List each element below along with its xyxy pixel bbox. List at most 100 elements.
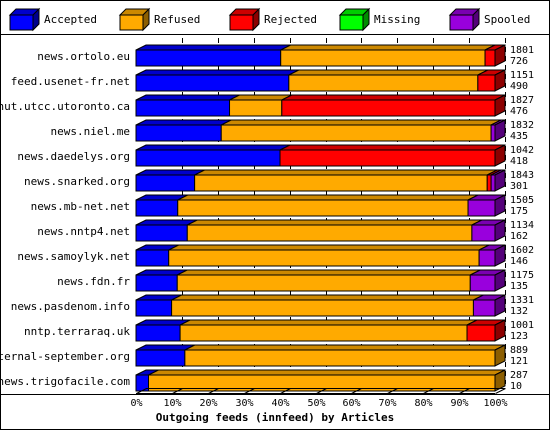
category-label: nut.utcc.utoronto.ca <box>0 100 130 113</box>
category-label: feed.usenet-fr.net <box>11 75 130 88</box>
x-tick-label: 60% <box>342 398 360 409</box>
bar-segment <box>288 74 479 92</box>
legend-label: Missing <box>374 13 420 26</box>
x-tick <box>316 388 327 394</box>
bar-accepted-label: 146 <box>510 256 528 267</box>
bar-segment <box>194 174 488 192</box>
x-tick <box>280 388 291 394</box>
bar-accepted-label: 10 <box>510 381 522 392</box>
bar-segment <box>177 269 481 276</box>
bar-total-label: 1801 <box>510 45 534 56</box>
bar-accepted-label: 476 <box>510 106 528 117</box>
bar-segment <box>494 169 506 192</box>
bar-segment <box>135 149 281 167</box>
bar-segment <box>135 274 178 292</box>
x-tick <box>208 388 219 394</box>
category-label: news.snarked.org <box>24 175 130 188</box>
bar-segment <box>494 94 506 117</box>
x-tick-label: 100% <box>483 398 507 409</box>
bar-segment <box>280 49 486 67</box>
bar-segment <box>484 49 496 67</box>
category-label: nntp.terraraq.uk <box>24 325 130 338</box>
bar-segment <box>472 299 496 317</box>
bar-segment <box>494 44 506 67</box>
bar-segment <box>466 324 496 342</box>
bar-segment <box>229 99 283 117</box>
x-tick-label: 20% <box>199 398 217 409</box>
x-tick <box>459 388 470 394</box>
bar-segment <box>469 274 496 292</box>
bar-segment <box>280 44 496 51</box>
bar-segment <box>494 69 506 92</box>
bar-segment <box>281 99 496 117</box>
bar-segment <box>177 199 469 217</box>
bar-total-label: 1042 <box>510 145 534 156</box>
bar-segment <box>471 224 496 242</box>
bar-total-label: 1134 <box>510 220 534 231</box>
legend-swatch <box>229 14 254 31</box>
category-label: news.trigofacile.com <box>0 375 130 388</box>
bar-segment <box>135 349 186 367</box>
bar-segment <box>220 124 492 142</box>
bar-segment <box>494 294 506 317</box>
category-label: news.mb-net.net <box>31 200 130 213</box>
bar-segment <box>135 144 291 151</box>
bar-total-label: 1001 <box>510 320 534 331</box>
bar-accepted-label: 121 <box>510 356 528 367</box>
bar-segment <box>135 49 282 67</box>
legend-label: Spooled <box>484 13 530 26</box>
bar-accepted-label: 175 <box>510 206 528 217</box>
x-axis-title: Outgoing feeds (innfeed) by Articles <box>156 411 394 424</box>
bar-segment <box>135 199 179 217</box>
bar-total-label: 1832 <box>510 120 534 131</box>
bar-segment <box>135 94 240 101</box>
x-axis: 0% 10% 20% 30% 40% 50% 60% 70% 80% 90% 100% <box>130 388 508 409</box>
bar-segment <box>194 169 498 176</box>
bar-segment <box>135 324 181 342</box>
legend: Accepted Refused Rejected Missing Spooled <box>8 7 530 32</box>
bar-segment <box>176 274 471 292</box>
legend-swatch <box>339 14 364 31</box>
bar-accepted-label: 135 <box>510 281 528 292</box>
bar-segment <box>478 249 496 267</box>
x-tick-label: 30% <box>235 398 253 409</box>
category-label: eternal-september.org <box>0 350 130 363</box>
category-labels: news.ortolo.eu feed.usenet-fr.net nut.utcc… <box>0 50 130 388</box>
x-tick-label: 80% <box>414 398 432 409</box>
legend-label: Refused <box>154 13 200 26</box>
category-label: news.fdn.fr <box>57 275 130 288</box>
bar-segment <box>494 119 506 142</box>
bar-total-label: 287 <box>510 370 528 381</box>
bar-total-label: 1505 <box>510 195 534 206</box>
bar-segment <box>171 294 484 301</box>
bar-total-label: 1602 <box>510 245 534 256</box>
bar-accepted-label: 132 <box>510 306 528 317</box>
x-tick-label: 40% <box>271 398 289 409</box>
bar-segment <box>186 224 473 242</box>
bar-accepted-label: 162 <box>510 231 528 242</box>
bar-segment <box>177 194 479 201</box>
bar-segment <box>494 144 506 167</box>
bar-segment <box>279 144 506 151</box>
bar-segment <box>135 299 173 317</box>
x-tick-label: 50% <box>307 398 325 409</box>
bar-segment <box>279 149 496 167</box>
x-tick-label: 90% <box>450 398 468 409</box>
bar-segment <box>221 119 502 126</box>
x-tick <box>351 388 362 394</box>
x-tick <box>136 388 147 394</box>
category-label: news.samoylyk.net <box>17 250 130 263</box>
bar-segment <box>490 124 496 142</box>
bar-segment <box>187 219 483 226</box>
bar-segment <box>135 99 231 117</box>
bar-segment <box>494 269 506 292</box>
bar-total-label: 1331 <box>510 295 534 306</box>
bar-segment <box>168 244 490 251</box>
bar-segment <box>135 119 232 126</box>
category-label: news.niel.me <box>51 125 130 138</box>
bar-segment <box>467 199 496 217</box>
x-tick <box>423 388 434 394</box>
